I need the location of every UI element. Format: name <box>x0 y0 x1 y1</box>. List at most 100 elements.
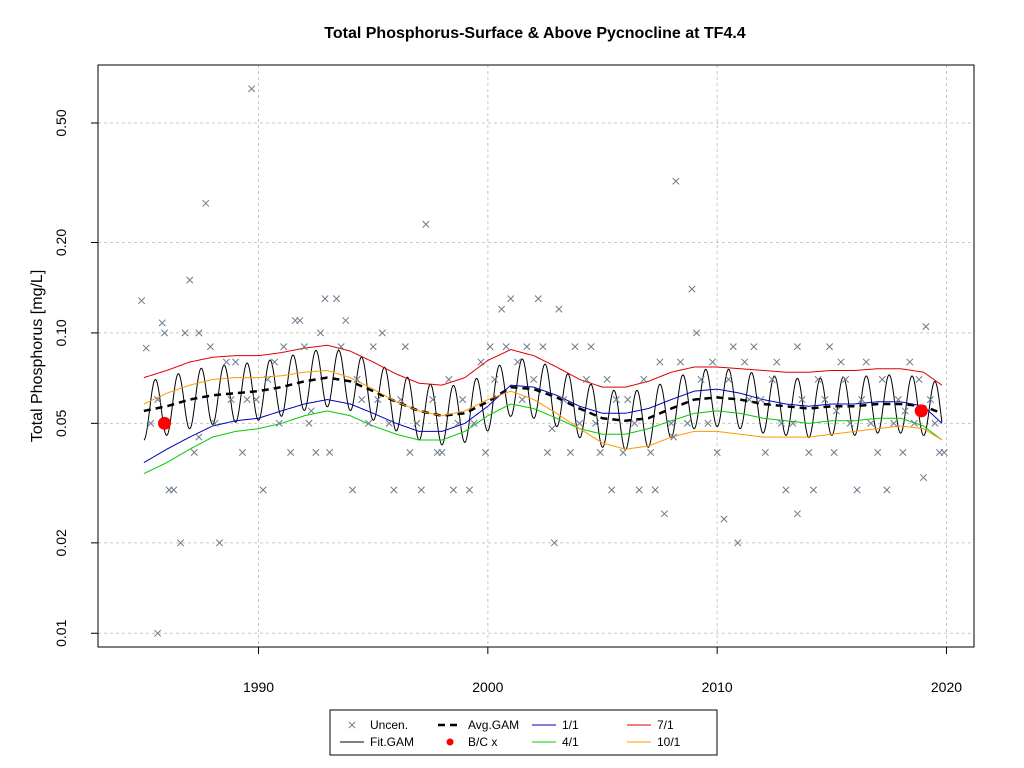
data-point-uncensored <box>757 395 765 404</box>
data-point-uncensored <box>390 486 398 494</box>
data-point-uncensored <box>514 358 522 366</box>
data-point-uncensored <box>337 343 345 351</box>
data-point-uncensored <box>248 85 256 93</box>
series-group <box>143 344 943 475</box>
data-point-uncensored <box>814 375 822 384</box>
data-point-uncensored <box>539 343 547 351</box>
data-point-uncensored <box>837 358 845 366</box>
data-point-uncensored <box>713 448 721 456</box>
data-point-uncensored <box>832 407 840 415</box>
data-point-uncensored <box>915 375 923 384</box>
data-point-uncensored <box>940 448 948 456</box>
data-point-uncensored <box>874 448 882 456</box>
data-point-uncensored <box>264 375 272 384</box>
data-point-uncensored <box>491 375 499 384</box>
data-point-uncensored <box>342 316 350 325</box>
data-point-uncensored <box>745 395 753 404</box>
data-point-uncensored <box>147 419 155 427</box>
data-point-uncensored <box>559 395 568 404</box>
series-line-4-1 <box>143 403 943 475</box>
data-point-uncensored <box>619 448 627 456</box>
data-point-uncensored <box>931 419 939 427</box>
data-point-uncensored <box>906 358 914 366</box>
data-point-uncensored <box>385 419 393 427</box>
data-point-uncensored <box>548 425 556 433</box>
data-point-uncensored <box>596 448 604 456</box>
data-point-uncensored <box>465 486 474 494</box>
data-point-uncensored <box>365 419 373 427</box>
data-point-uncensored <box>676 358 685 366</box>
legend-label: 7/1 <box>657 718 674 732</box>
chart-title: Total Phosphorus-Surface & Above Pycnocl… <box>324 25 746 42</box>
data-point-uncensored <box>624 395 632 404</box>
series-line-10-1 <box>143 369 943 450</box>
y-axis-label: Total Phosphorus [mg/L] <box>29 270 46 443</box>
data-point-uncensored <box>656 358 664 366</box>
data-point-uncensored <box>761 448 769 456</box>
data-point-uncensored <box>232 358 240 366</box>
data-point-uncensored <box>867 419 875 427</box>
data-point-uncensored <box>170 486 178 494</box>
legend-label: 4/1 <box>562 735 579 749</box>
data-point-uncensored <box>555 305 563 313</box>
data-point-uncensored <box>660 510 668 518</box>
data-point-uncensored <box>215 539 224 547</box>
data-point-uncensored <box>720 515 728 523</box>
data-point-uncensored <box>401 343 409 351</box>
data-point-uncensored <box>793 343 801 351</box>
data-point-uncensored <box>805 448 813 456</box>
data-point-uncensored <box>640 375 648 384</box>
y-tick-label: 0.20 <box>53 229 69 256</box>
data-point-bc <box>914 404 928 418</box>
data-point-uncensored <box>878 375 886 384</box>
legend-symbol <box>446 738 454 746</box>
y-tick-label: 0.05 <box>53 409 69 436</box>
legend-label: Avg.GAM <box>468 718 519 732</box>
axes: 1990 2000 2010 2020 0.01 0.02 0.05 0.10 0.20 0.50 <box>53 109 962 695</box>
data-point-uncensored <box>608 486 616 494</box>
data-point-uncensored <box>603 375 611 384</box>
uncensored-points <box>138 85 948 637</box>
data-point-uncensored <box>459 395 467 404</box>
x-tick-label: 2000 <box>472 679 503 695</box>
series-line-avg-gam <box>143 376 943 423</box>
data-point-uncensored <box>582 375 591 384</box>
data-point-uncensored <box>793 510 801 518</box>
data-point-uncensored <box>725 375 733 384</box>
data-point-uncensored <box>901 407 909 415</box>
legend-symbol <box>348 721 356 729</box>
data-point-uncensored <box>397 395 405 404</box>
data-point-uncensored <box>550 539 558 547</box>
data-point-uncensored <box>858 395 866 404</box>
data-point-uncensored <box>477 358 485 366</box>
data-point-uncensored <box>449 486 457 494</box>
legend-label: Uncen. <box>370 718 408 732</box>
data-point-uncensored <box>773 358 781 366</box>
data-point-uncensored <box>438 448 446 456</box>
data-point-uncensored <box>846 419 854 427</box>
data-point-uncensored <box>534 295 542 303</box>
data-point-uncensored <box>768 375 776 384</box>
data-point-uncensored <box>592 419 600 427</box>
plot-frame <box>97 64 975 648</box>
data-point-uncensored <box>160 329 169 337</box>
data-point-uncensored <box>138 297 146 305</box>
data-point-uncensored <box>926 395 934 404</box>
data-point-uncensored <box>830 448 838 456</box>
data-point-uncensored <box>158 319 166 327</box>
data-point-uncensored <box>543 448 552 456</box>
data-point-uncensored <box>566 448 574 456</box>
data-point-uncensored <box>651 486 659 494</box>
data-point-uncensored <box>316 329 324 337</box>
data-point-uncensored <box>922 323 930 331</box>
data-point-uncensored <box>697 375 705 384</box>
data-point-uncensored <box>222 358 230 366</box>
data-point-uncensored <box>186 276 194 284</box>
data-point-uncensored <box>296 316 304 325</box>
data-point-uncensored <box>238 448 247 456</box>
data-point-uncensored <box>729 343 737 351</box>
data-point-uncensored <box>683 419 691 427</box>
data-point-uncensored <box>825 343 834 351</box>
y-tick-label: 0.10 <box>53 319 69 346</box>
